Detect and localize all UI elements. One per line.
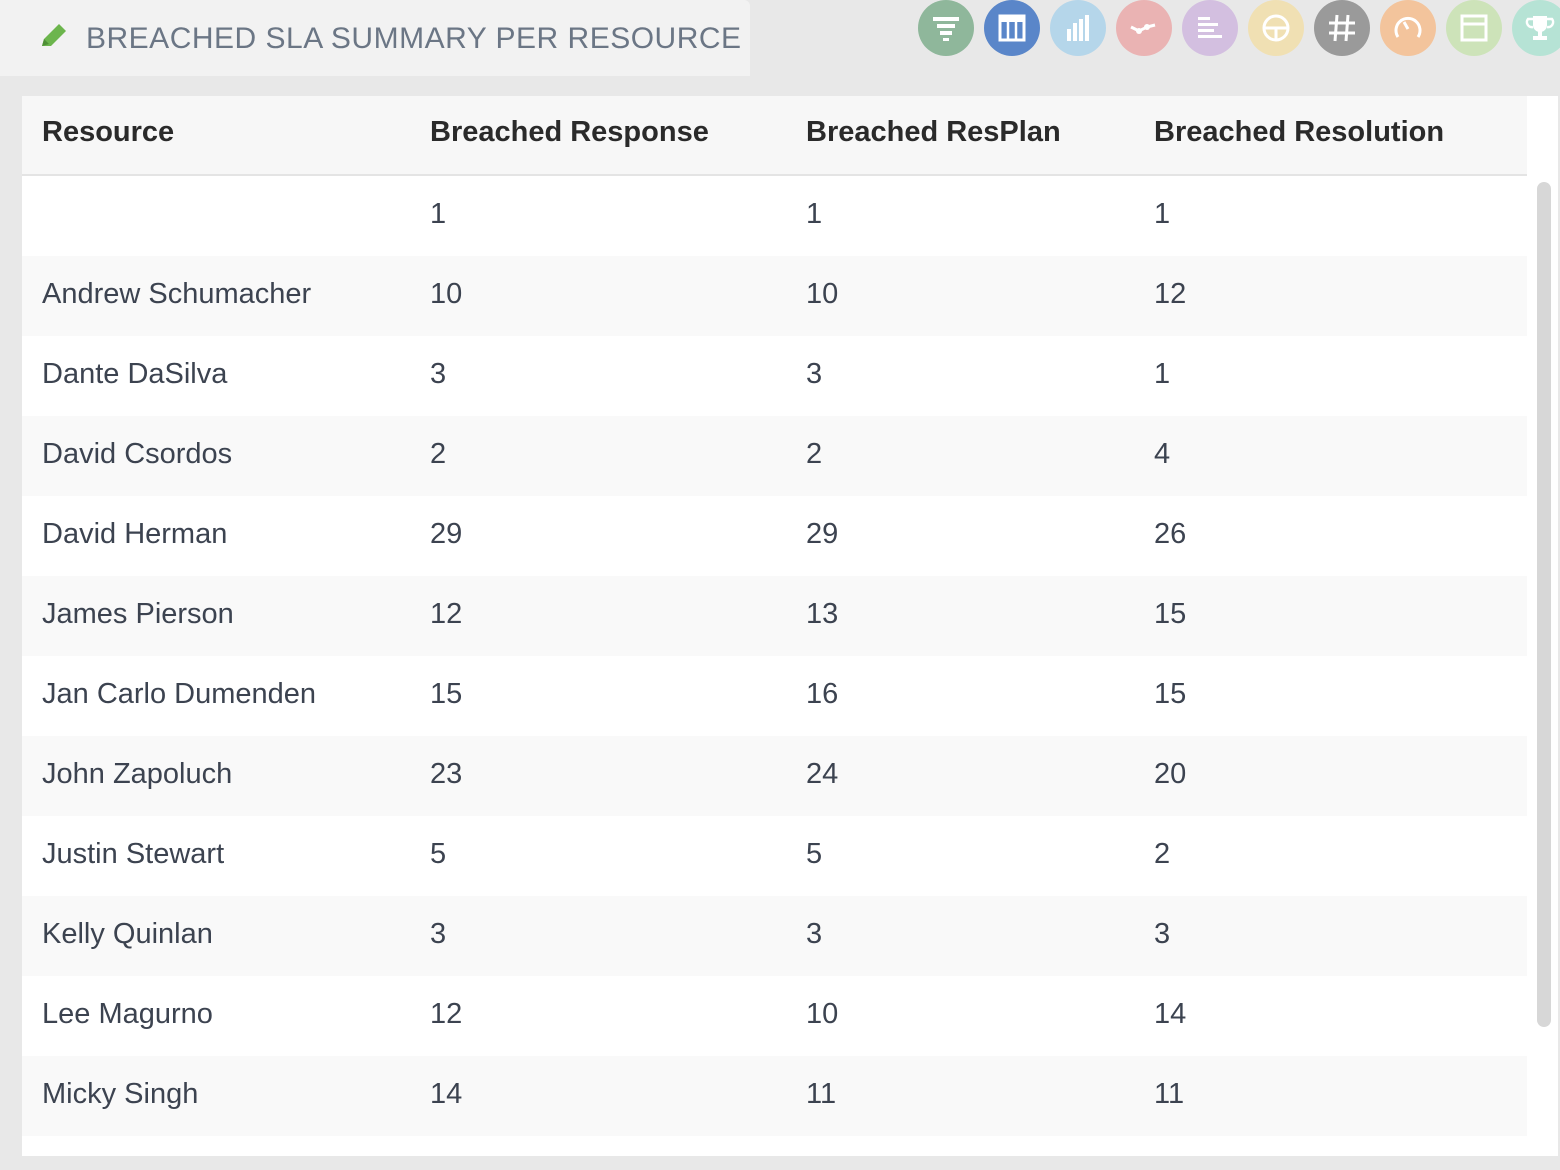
cell-breached-resolution: 15 (1154, 678, 1187, 710)
table-row: Kelly Quinlan 3 3 3 (22, 896, 1527, 976)
pencil-icon[interactable] (38, 20, 70, 52)
cell-breached-resolution: 20 (1154, 758, 1187, 790)
cell-breached-resolution: 15 (1154, 598, 1187, 630)
card-icon (1460, 14, 1488, 42)
table-row: Lee Magurno 12 10 14 (22, 976, 1527, 1056)
table-row: David Csordos 2 2 4 (22, 416, 1527, 496)
funnel-chart-button[interactable] (918, 0, 974, 56)
table-row: Andrew Schumacher 10 10 12 (22, 256, 1527, 336)
cell-resource: Andrew Schumacher (42, 278, 312, 310)
cell-breached-response: 3 (430, 358, 447, 390)
visualization-toolbar (918, 0, 1560, 56)
vertical-scrollbar[interactable] (1537, 182, 1551, 1027)
cell-resource: David Csordos (42, 438, 233, 470)
table-row: Micky Singh 14 11 11 (22, 1056, 1527, 1136)
cell-resource: Micky Singh (42, 1078, 199, 1110)
line-chart-button[interactable] (1116, 0, 1172, 56)
widget-title: BREACHED SLA SUMMARY PER RESOURCE (86, 22, 742, 55)
trophy-button[interactable] (1512, 0, 1560, 56)
column-header-breached-resolution[interactable]: Breached Resolution (1154, 116, 1445, 148)
pie-chart-icon (1262, 14, 1290, 42)
cell-breached-resplan: 1 (806, 198, 823, 230)
table-row: David Herman 29 29 26 (22, 496, 1527, 576)
table-body: 1 1 1 Andrew Schumacher 10 10 12 Dante D… (22, 176, 1527, 1136)
cell-resource: Kelly Quinlan (42, 918, 213, 950)
cell-breached-resplan: 16 (806, 678, 839, 710)
cell-breached-response: 15 (430, 678, 463, 710)
cell-breached-resolution: 3 (1154, 918, 1171, 950)
cell-breached-response: 1 (430, 198, 447, 230)
table-row: Justin Stewart 5 5 2 (22, 816, 1527, 896)
cell-resource: Dante DaSilva (42, 358, 228, 390)
cell-breached-resplan: 24 (806, 758, 839, 790)
cell-resource: Jan Carlo Dumenden (42, 678, 317, 710)
cell-breached-response: 12 (430, 998, 463, 1030)
cell-breached-response: 10 (430, 278, 463, 310)
cell-resource: John Zapoluch (42, 758, 233, 790)
table-row: James Pierson 12 13 15 (22, 576, 1527, 656)
cell-breached-response: 5 (430, 838, 447, 870)
cell-breached-response: 14 (430, 1078, 463, 1110)
cell-breached-resplan: 13 (806, 598, 839, 630)
cell-resource: David Herman (42, 518, 228, 550)
card-button[interactable] (1446, 0, 1502, 56)
widget-title-tab: BREACHED SLA SUMMARY PER RESOURCE (0, 0, 750, 76)
cell-breached-resolution: 26 (1154, 518, 1187, 550)
column-header-resource[interactable]: Resource (42, 116, 175, 148)
cell-breached-resplan: 3 (806, 358, 823, 390)
horizontal-bar-icon (1198, 17, 1222, 38)
cell-breached-response: 29 (430, 518, 463, 550)
table-icon (998, 14, 1026, 42)
horizontal-bar-button[interactable] (1182, 0, 1238, 56)
line-chart-icon (1130, 23, 1156, 34)
number-button[interactable] (1314, 0, 1370, 56)
cell-breached-resplan: 5 (806, 838, 823, 870)
cell-resource: Justin Stewart (42, 838, 225, 870)
table-view-button[interactable] (984, 0, 1040, 56)
cell-breached-resolution: 14 (1154, 998, 1187, 1030)
cell-breached-resolution: 1 (1154, 358, 1171, 390)
funnel-chart-icon (933, 17, 959, 41)
cell-breached-response: 3 (430, 918, 447, 950)
gauge-icon (1394, 16, 1422, 38)
cell-breached-resplan: 29 (806, 518, 839, 550)
cell-breached-resplan: 3 (806, 918, 823, 950)
cell-breached-resplan: 2 (806, 438, 823, 470)
cell-breached-resolution: 1 (1154, 198, 1171, 230)
table-row: Dante DaSilva 3 3 1 (22, 336, 1527, 416)
table-header: Resource Breached Response Breached ResP… (22, 96, 1527, 176)
sla-table-panel: Resource Breached Response Breached ResP… (22, 96, 1558, 1156)
gauge-button[interactable] (1380, 0, 1436, 56)
table-row: John Zapoluch 23 24 20 (22, 736, 1527, 816)
column-header-breached-response[interactable]: Breached Response (430, 116, 709, 148)
column-header-breached-resplan[interactable]: Breached ResPlan (806, 116, 1061, 148)
cell-resource: James Pierson (42, 598, 234, 630)
cell-breached-resplan: 10 (806, 998, 839, 1030)
cell-breached-response: 2 (430, 438, 447, 470)
cell-breached-resolution: 11 (1154, 1078, 1185, 1110)
number-icon (1329, 14, 1355, 42)
cell-breached-resolution: 4 (1154, 438, 1171, 470)
pie-chart-button[interactable] (1248, 0, 1304, 56)
cell-resource: Lee Magurno (42, 998, 213, 1030)
cell-breached-resolution: 2 (1154, 838, 1171, 870)
cell-breached-resplan: 11 (806, 1078, 837, 1110)
cell-breached-resplan: 10 (806, 278, 839, 310)
bar-chart-icon (1067, 15, 1089, 41)
bar-chart-button[interactable] (1050, 0, 1106, 56)
trophy-icon (1525, 16, 1555, 40)
cell-breached-resolution: 12 (1154, 278, 1187, 310)
cell-breached-response: 23 (430, 758, 463, 790)
cell-breached-response: 12 (430, 598, 463, 630)
table-row: Jan Carlo Dumenden 15 16 15 (22, 656, 1527, 736)
table-row: 1 1 1 (22, 176, 1527, 256)
